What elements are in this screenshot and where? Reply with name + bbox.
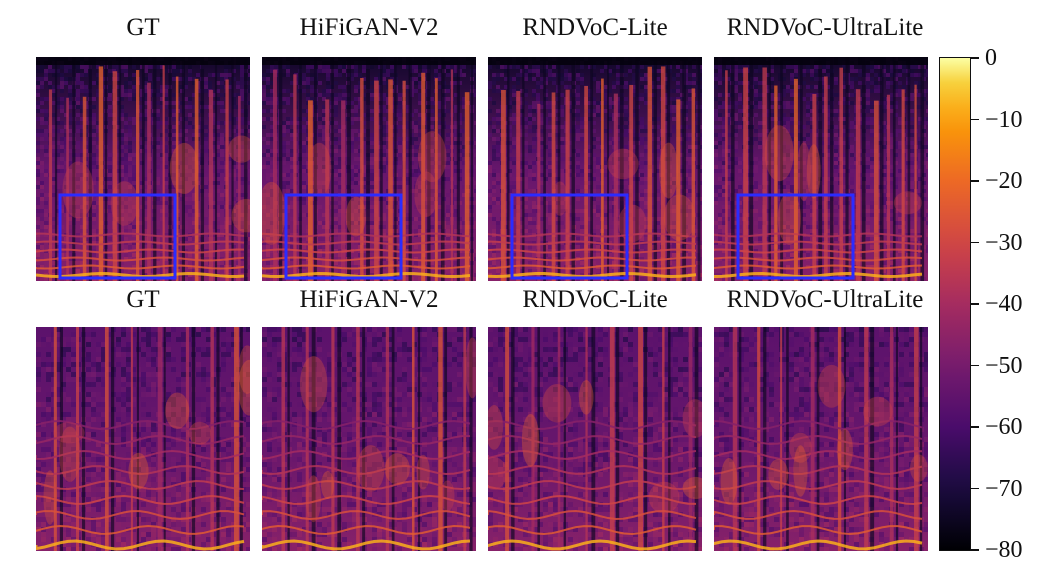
colorbar-tick-label: −80 [985,537,1023,563]
colorbar-tick-label: −40 [985,291,1023,317]
bottom-title-3: RNDVoC-Lite [522,286,668,313]
spectrogram-top-rndvoc-lite [488,57,702,281]
colorbar-tick-label: −30 [985,229,1023,256]
bottom-title-2: HiFiGAN-V2 [299,286,439,313]
bottom-title-1: GT [126,286,160,313]
colorbar-tick [971,180,979,182]
colorbar [939,57,971,551]
colorbar-tick [971,364,979,367]
colorbar-tick-label: −70 [985,475,1023,502]
colorbar-tick [971,487,979,490]
colorbar-tick [971,241,979,244]
spectrogram-zoom-rndvoc-lite [488,327,702,551]
spectrogram-zoom-gt [36,327,250,551]
spectrogram-top-gt [36,57,250,281]
colorbar-tick-label: −50 [985,352,1023,379]
spectrogram-top-hifigan-v2 [262,57,476,281]
spectrogram-zoom-rndvoc-ultralite [714,327,928,551]
bottom-title-4: RNDVoC-UltraLite [726,286,924,313]
top-title-2: HiFiGAN-V2 [299,14,439,41]
top-title-3: RNDVoC-Lite [522,14,668,41]
colorbar-tick-label: −60 [985,414,1023,440]
spectrogram-top-rndvoc-ultralite [714,57,928,281]
top-title-4: RNDVoC-UltraLite [726,14,924,41]
top-title-1: GT [126,14,160,41]
colorbar-tick [971,118,979,121]
colorbar-tick [971,426,979,428]
colorbar-tick-label: 0 [985,45,997,71]
spectrogram-zoom-hifigan-v2 [262,327,476,551]
colorbar-tick-label: −20 [985,168,1023,194]
colorbar-tick [971,549,979,551]
colorbar-tick [971,57,979,59]
colorbar-tick [971,303,979,305]
colorbar-tick-label: −10 [985,106,1023,133]
